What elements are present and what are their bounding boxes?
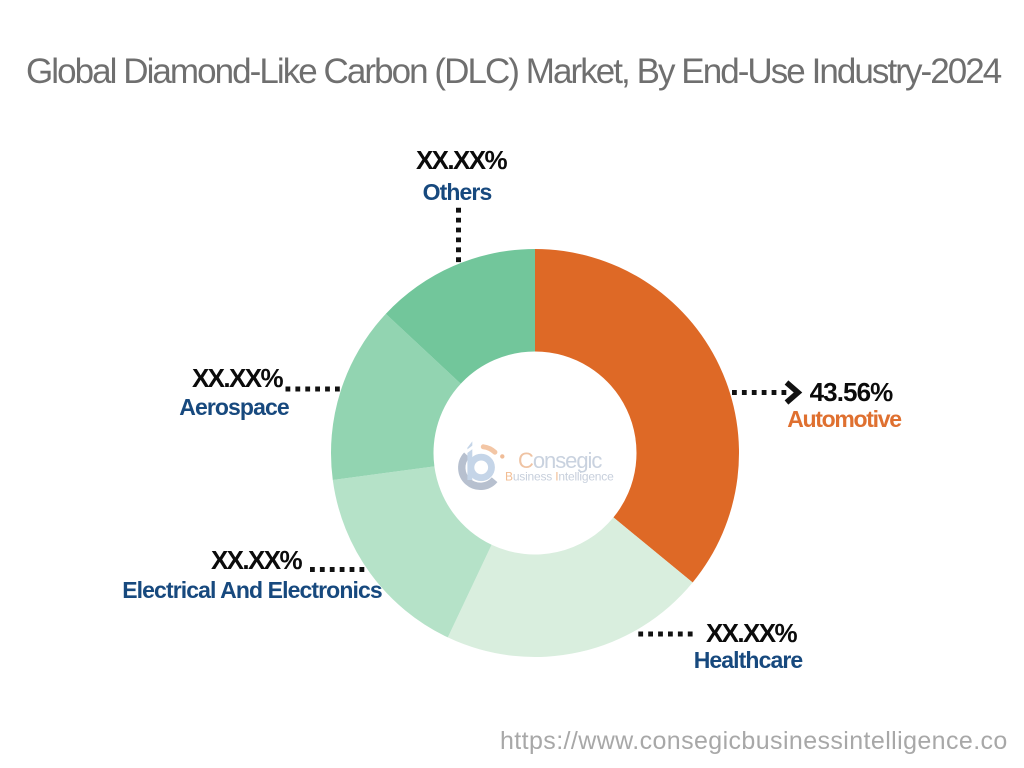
- svg-text:Consegic: Consegic: [518, 448, 602, 473]
- svg-text:Business Intelligence: Business Intelligence: [505, 470, 614, 484]
